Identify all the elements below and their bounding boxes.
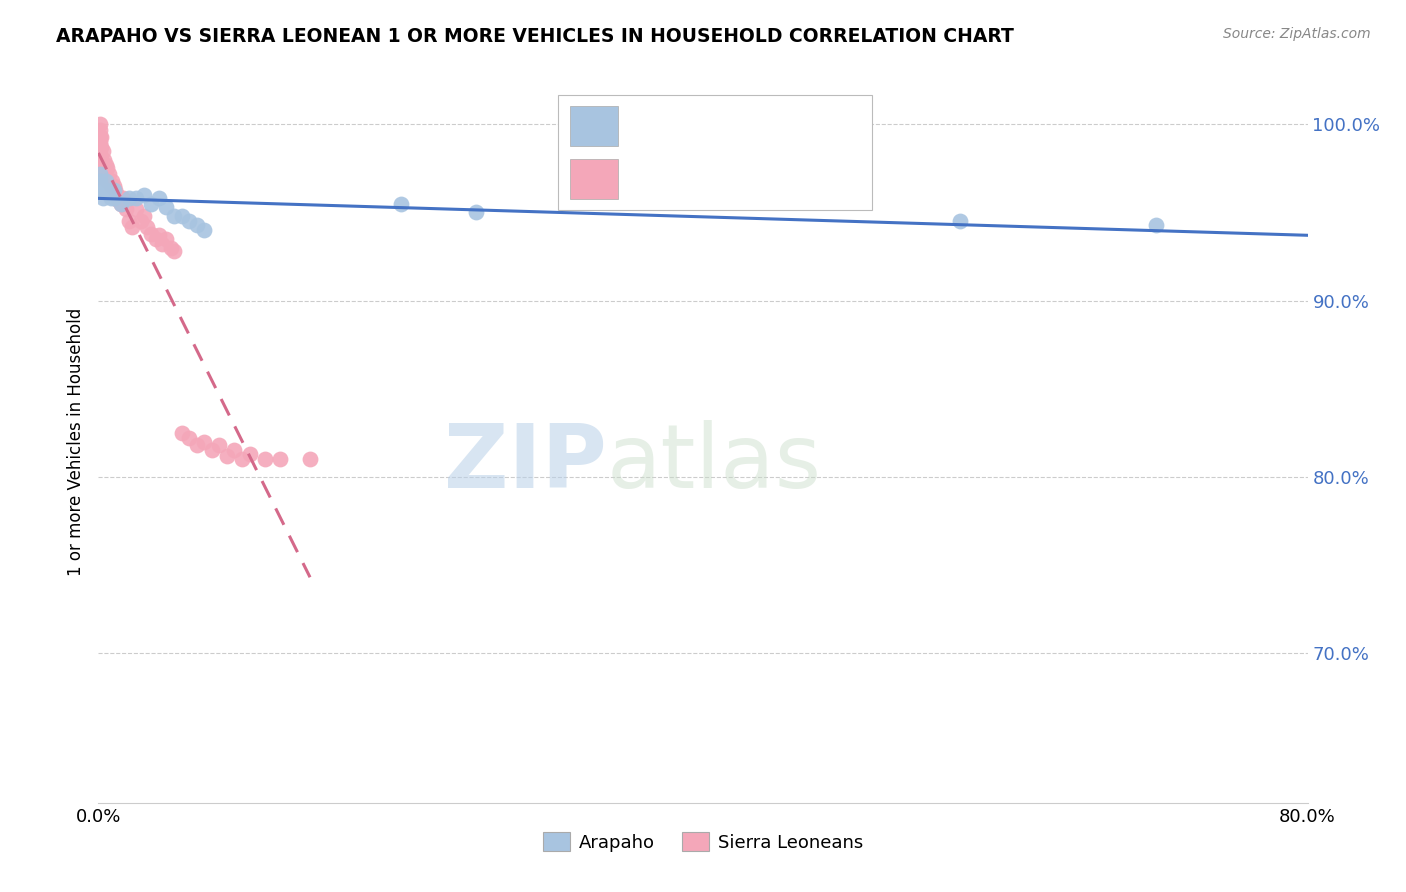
Point [90,182,112,196]
Point [91,191,114,205]
Point [96,174,118,188]
Point [163,209,186,223]
Point [103,191,125,205]
Point [100,179,122,194]
Point [132,209,155,223]
Point [114,202,136,216]
Point [253,452,276,467]
Point [89,165,111,179]
Point [129,214,152,228]
Point [231,452,253,467]
Point [89,122,111,136]
Point [96,161,118,176]
Point [135,219,157,234]
Text: ZIP: ZIP [443,420,606,507]
Point [103,179,125,194]
Point [103,182,125,196]
Text: atlas: atlas [606,420,821,507]
Point [215,449,238,463]
Point [949,214,972,228]
Point [89,129,111,144]
Point [94,158,117,172]
Point [208,438,231,452]
Point [90,153,112,167]
Point [89,117,111,131]
Legend: Arapaho, Sierra Leoneans: Arapaho, Sierra Leoneans [536,825,870,859]
Point [118,214,141,228]
Point [93,153,115,167]
Point [94,182,117,196]
Point [155,232,177,246]
Point [89,167,111,181]
Point [239,447,262,461]
Point [89,153,111,167]
Point [89,135,111,149]
Point [89,140,111,154]
Point [89,170,111,185]
Point [145,232,167,246]
Point [163,244,186,259]
Point [1144,218,1167,232]
Point [193,434,215,449]
Point [155,200,177,214]
Point [111,191,134,205]
Point [170,425,193,440]
Point [193,223,215,237]
Point [179,214,201,228]
Point [91,158,114,172]
Point [98,167,121,181]
Point [141,227,163,241]
Point [110,196,132,211]
Point [201,443,224,458]
Point [465,205,488,219]
Point [105,187,128,202]
Point [132,187,155,202]
Text: Source: ZipAtlas.com: Source: ZipAtlas.com [1223,27,1371,41]
Point [121,219,143,234]
Point [90,140,112,154]
Point [224,443,246,458]
Point [148,228,170,243]
Point [89,182,111,196]
Point [150,237,173,252]
Point [141,196,163,211]
Point [90,129,112,144]
Point [125,202,148,216]
Point [269,452,291,467]
Point [101,174,124,188]
Point [160,241,183,255]
Text: ARAPAHO VS SIERRA LEONEAN 1 OR MORE VEHICLES IN HOUSEHOLD CORRELATION CHART: ARAPAHO VS SIERRA LEONEAN 1 OR MORE VEHI… [56,27,1014,45]
Point [100,191,122,205]
Point [170,209,193,223]
Point [186,218,208,232]
Point [179,431,201,445]
Point [107,193,129,207]
Point [110,196,132,211]
Point [118,191,141,205]
Point [91,144,114,158]
Point [89,147,111,161]
Point [89,174,111,188]
Point [93,165,115,179]
Point [389,196,412,211]
Point [299,452,322,467]
Point [148,191,170,205]
Point [104,182,127,196]
Point [94,170,117,185]
Y-axis label: 1 or more Vehicles in Household: 1 or more Vehicles in Household [66,308,84,575]
Point [89,158,111,172]
Point [186,438,208,452]
Point [90,165,112,179]
Point [94,174,117,188]
Point [125,191,148,205]
